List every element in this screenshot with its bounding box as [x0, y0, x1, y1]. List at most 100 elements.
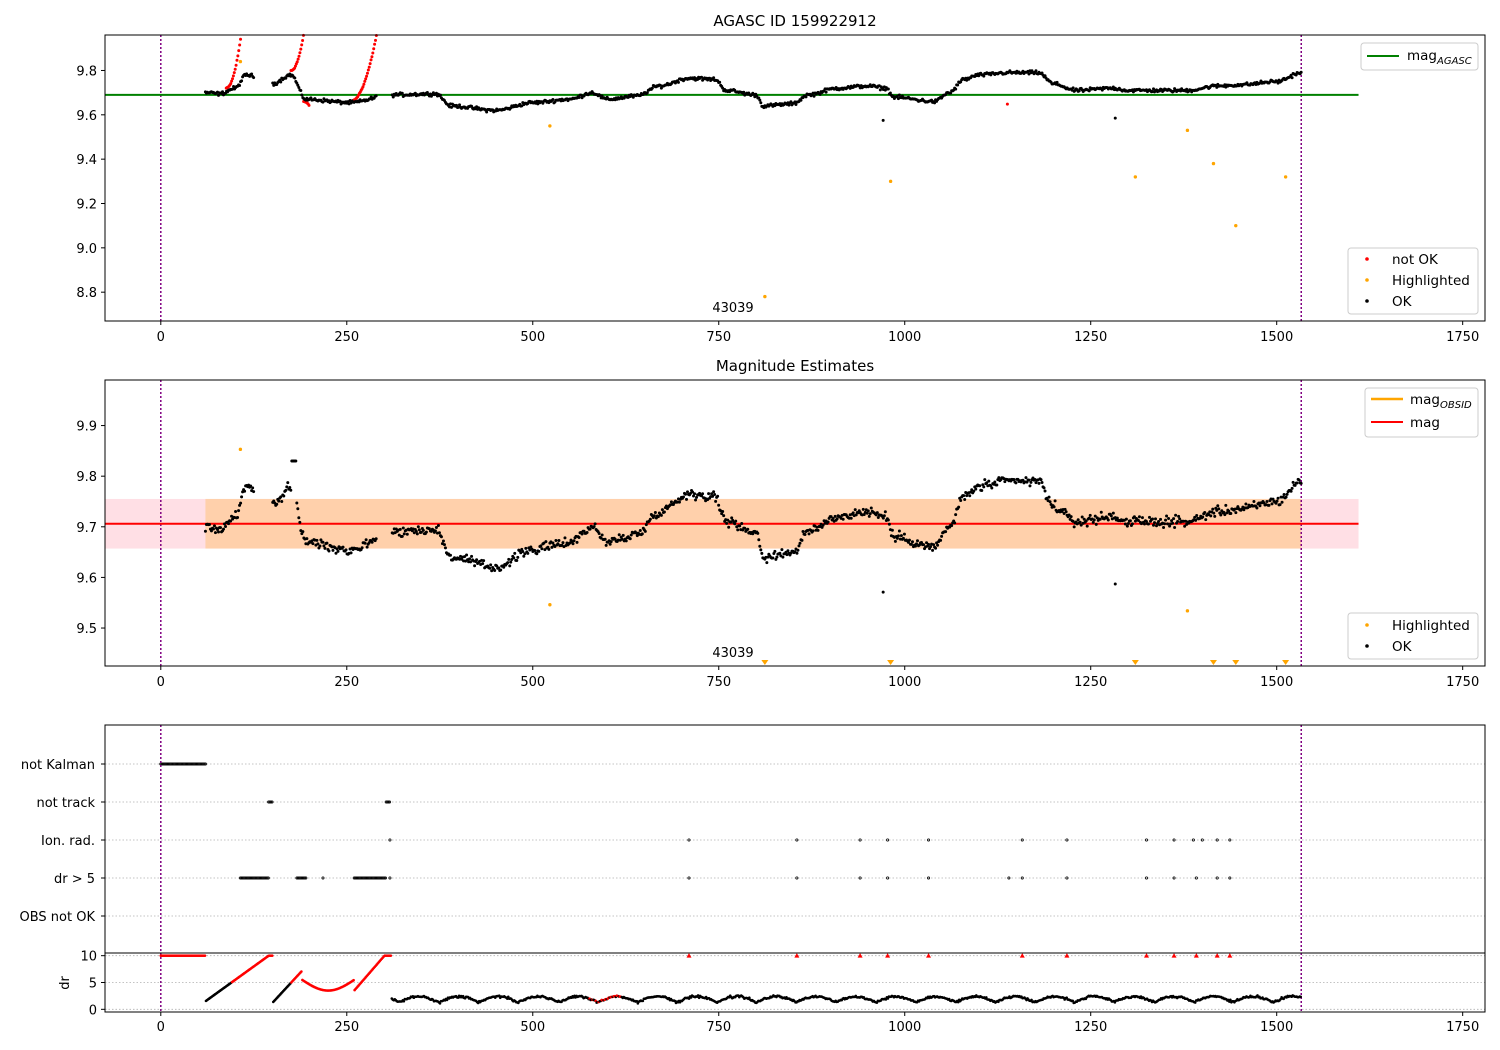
ok-point [513, 551, 517, 555]
flag-point [388, 838, 392, 842]
ok-point [506, 561, 510, 565]
ok-point [758, 544, 762, 548]
ok-point [608, 542, 612, 546]
ok-point [508, 564, 512, 568]
not-ok-point [299, 47, 303, 51]
ok-point [502, 565, 506, 569]
ok-point [336, 549, 340, 553]
ok-point [953, 521, 957, 525]
ok-point [301, 530, 305, 534]
ok-point [1034, 481, 1038, 485]
ok-point [437, 531, 441, 535]
ok-point [402, 532, 406, 536]
dr-ok-point [438, 1002, 442, 1005]
ok-point [949, 91, 953, 95]
ok-point [876, 515, 880, 519]
y-tick-label: 9.9 [76, 420, 97, 435]
ok-point [1212, 511, 1216, 515]
ok-point [628, 537, 632, 541]
ok-point [1039, 478, 1043, 482]
ok-point [1052, 505, 1056, 509]
ok-point [826, 520, 830, 524]
ok-point [835, 517, 839, 521]
not-ok-point [370, 55, 374, 59]
ok-point [251, 486, 255, 490]
ok-point [851, 511, 855, 515]
ok-point [882, 514, 886, 518]
ok-point [497, 566, 501, 570]
ok-point [609, 540, 613, 544]
x-tick-label: 1500 [1260, 1020, 1293, 1035]
y-tick-label: 9.8 [76, 64, 97, 79]
ok-point [759, 101, 763, 105]
ok-point [1289, 73, 1293, 77]
ok-point [279, 495, 283, 499]
flag-point [1194, 876, 1198, 880]
x-tick-label: 0 [157, 1020, 165, 1035]
ok-point [433, 529, 437, 533]
ok-point [577, 536, 581, 540]
ok-point [965, 494, 969, 498]
flag-point [203, 762, 207, 766]
flag-point [1020, 838, 1024, 842]
ok-point [401, 526, 405, 530]
ok-point [222, 527, 226, 531]
ok-point [551, 541, 555, 545]
x-tick-label: 250 [334, 675, 359, 690]
ok-point [237, 509, 241, 513]
ok-point [275, 502, 279, 506]
ok-point [571, 542, 575, 546]
ok-point [740, 522, 744, 526]
ok-point [691, 490, 695, 494]
ok-point [962, 494, 966, 498]
panel-flags: not Kalman not track Ion. rad. dr > 5 OBS no… [20, 724, 1486, 954]
ok-point [1146, 522, 1150, 526]
not-ok-point [362, 82, 366, 86]
panel2-title: Magnitude Estimates [716, 357, 874, 375]
ok-point [331, 548, 335, 552]
ok-point [1258, 504, 1262, 508]
not-ok-point [234, 63, 238, 67]
not-ok-point [365, 74, 369, 78]
ok-point [1048, 500, 1052, 504]
ok-point [944, 530, 948, 534]
ok-point [1014, 481, 1018, 485]
ok-point [1285, 492, 1289, 496]
ok-point [796, 548, 800, 552]
below-range-marker [887, 660, 895, 665]
ok-point [1106, 518, 1110, 522]
ok-point [321, 540, 325, 544]
flag-point [1215, 838, 1219, 842]
ok-point [234, 509, 238, 513]
ok-point [978, 484, 982, 488]
not-ok-point [298, 51, 302, 55]
panel4-ylabel: dr [58, 976, 73, 990]
ok-point [1154, 517, 1158, 521]
flag-point [687, 876, 691, 880]
y-tick-label: 9.5 [76, 622, 97, 637]
ok-point [593, 522, 597, 526]
dr-clipped-marker [1227, 953, 1233, 958]
y-tick-label: 10 [80, 950, 97, 965]
ok-point [1282, 492, 1286, 496]
not-ok-point [371, 51, 375, 55]
flag-point [1065, 838, 1069, 842]
ok-point [218, 526, 222, 530]
ok-point [693, 492, 697, 496]
x-tick-label: 0 [157, 330, 165, 345]
x-tick-label: 750 [706, 675, 731, 690]
legend2-ok: OK [1392, 639, 1413, 655]
panel2-data [105, 380, 1359, 666]
ok-point [1069, 515, 1073, 519]
ok-point [707, 492, 711, 496]
ok-point [936, 543, 940, 547]
dr-ok-point [687, 997, 691, 1000]
ok-point [869, 506, 873, 510]
ok-point [556, 542, 560, 546]
flag-point [265, 876, 269, 880]
ok-point [829, 515, 833, 519]
flag-label: OBS not OK [20, 910, 96, 925]
ok-point [875, 511, 879, 515]
not-ok-point [301, 38, 305, 42]
y-tick-label: 9.6 [76, 109, 97, 124]
